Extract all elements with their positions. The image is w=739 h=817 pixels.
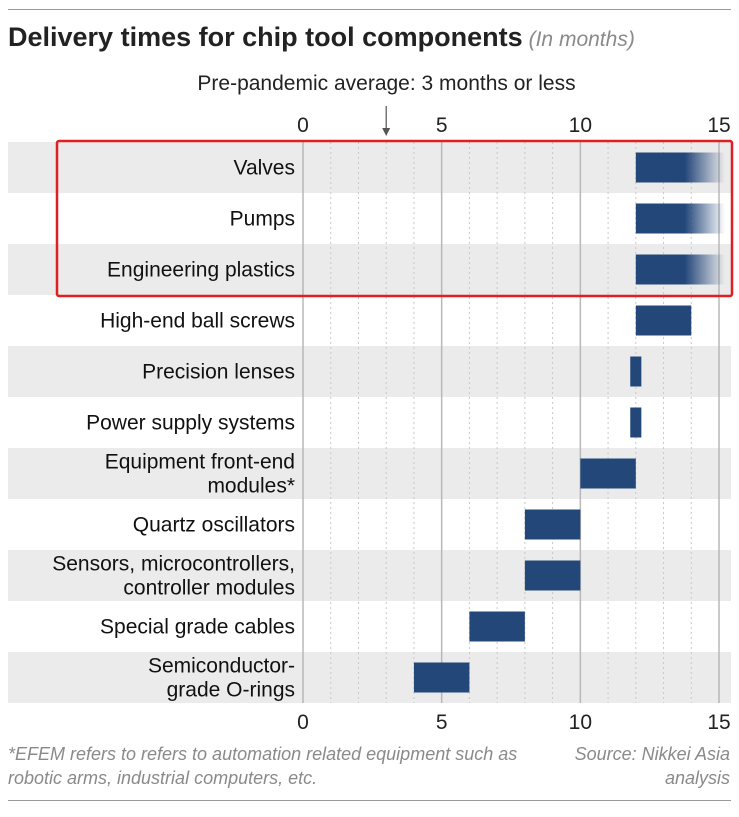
bar <box>630 356 642 387</box>
category-label: Precision lenses <box>142 361 295 384</box>
bottom-tick-label: 15 <box>707 711 730 734</box>
category-label: Equipment front-end modules* <box>105 451 295 498</box>
category-label: Valves <box>234 157 295 180</box>
row-band <box>8 142 731 193</box>
source-note: Source: Nikkei Asia analysis <box>574 744 730 788</box>
reference-marker <box>382 106 391 136</box>
category-label: Power supply systems <box>86 412 295 435</box>
bar <box>635 203 725 234</box>
bars <box>413 152 725 693</box>
bar <box>580 458 636 489</box>
bar <box>635 254 725 285</box>
chart-svg: Valves Pumps Engineering plastics High-end … <box>8 106 734 734</box>
reference-note: Pre-pandemic average: 3 months or less <box>197 72 576 95</box>
category-label: Semiconductor-grade O-rings <box>148 655 295 702</box>
top-tick-label: 0 <box>297 114 309 137</box>
bar <box>413 662 470 693</box>
bar <box>524 509 581 540</box>
bar <box>635 305 692 336</box>
bottom-rule <box>8 800 731 801</box>
row-bands <box>8 142 731 703</box>
tick-labels: 0 0 5 5 10 10 15 15 <box>297 114 731 734</box>
bottom-tick-label: 5 <box>436 711 448 734</box>
bar <box>630 407 642 438</box>
gridlines <box>302 142 720 703</box>
row-band <box>8 550 731 601</box>
category-label: Pumps <box>230 208 295 231</box>
row-band <box>8 652 731 703</box>
category-label: High-end ball screws <box>100 310 295 333</box>
title-unit: (In months) <box>528 28 635 51</box>
bar <box>469 611 525 642</box>
row-band <box>8 346 731 397</box>
category-label: Special grade cables <box>100 616 295 639</box>
top-tick-label: 15 <box>707 114 730 137</box>
top-tick-label: 10 <box>569 114 592 137</box>
top-tick-label: 5 <box>436 114 448 137</box>
highlight-frame <box>55 139 734 298</box>
category-label: Sensors, microcontrollers, controller mod… <box>52 553 295 600</box>
category-label: Engineering plastics <box>107 259 295 282</box>
bar <box>635 152 725 183</box>
category-labels: Valves Pumps Engineering plastics High-end … <box>52 157 295 702</box>
bottom-tick-label: 10 <box>569 711 592 734</box>
highlight-box <box>55 139 734 298</box>
bar <box>524 560 581 591</box>
footnote: *EFEM refers to refers to automation rel… <box>8 744 518 788</box>
top-rule <box>8 9 731 10</box>
row-band <box>8 244 731 295</box>
category-label: Quartz oscillators <box>133 514 295 537</box>
chart-title: Delivery times for chip tool components(… <box>8 22 635 52</box>
bottom-tick-label: 0 <box>297 711 309 734</box>
reference-arrow-head <box>382 128 391 136</box>
